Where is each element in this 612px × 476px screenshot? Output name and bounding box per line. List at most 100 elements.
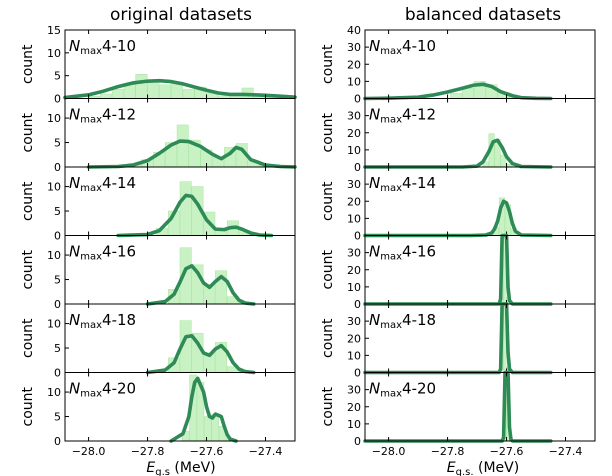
left-ytick-label: 0 [54,367,61,380]
right-row-label: Nmax4-16 [369,243,436,263]
right-ytick-label: 0 [354,367,361,380]
left-row-label: Nmax4-20 [69,380,136,400]
left-density-curve [86,139,297,169]
left-ytick-label: 5 [54,411,61,424]
right-ytick-label: 0 [354,93,361,106]
left-ytick-label: 5 [54,274,61,287]
left-ytick-label: 0 [54,298,61,311]
left-ylabel: count [20,181,36,221]
right-hist-bar [450,93,463,99]
left-ytick-label: 5 [54,137,61,150]
right-ytick-label: 30 [347,178,361,191]
left-ytick-label: 15 [47,24,61,37]
left-hist-bar [179,181,192,236]
right-ytick-label: 0 [354,161,361,174]
right-density-curve [363,138,553,169]
right-ytick-label: 40 [347,24,361,37]
left-row-label: Nmax4-10 [69,37,136,57]
left-xlabel: Eg.s (MeV) [146,460,215,476]
left-ytick-label: 10 [47,386,61,399]
left-hist-bar [182,89,195,99]
right-ylabel: count [320,44,336,84]
left-row-4-12: 0 5 10 count Nmax4-12 [20,98,297,174]
right-row-label: Nmax4-18 [369,311,436,331]
left-density-curve [63,78,297,100]
right-row-4-14: 0 10 20 30 count Nmax4-14 [320,166,596,243]
left-xtick-label: −27.6 [190,445,224,458]
left-ytick-label: 5 [54,342,61,355]
left-ytick-label: 10 [47,181,61,194]
right-xtick-label: −28.0 [372,445,406,458]
right-row-4-18: 0 10 20 30 count Nmax4-18 [320,302,596,380]
right-density-curve [363,233,553,306]
left-ytick-label: 10 [47,112,61,125]
right-axes-frame [364,98,596,168]
left-ylabel: count [20,386,36,426]
left-hist-bar [100,93,113,99]
left-hist-bar [159,84,172,99]
left-ytick-label: 0 [54,230,61,243]
right-density-curve [363,370,553,443]
left-hist-bar [111,89,124,99]
right-row-4-20: 0 10 20 30 count Nmax4-20 −28.0 −27.8 −27.6 −27.4 [320,370,596,458]
left-hist-bar [176,124,189,168]
right-ytick-label: 30 [347,41,361,54]
right-ylabel: count [320,112,336,152]
left-xtick-label: −28.0 [72,445,106,458]
left-axes-frame [64,372,296,442]
right-ytick-label: 10 [347,75,361,88]
left-ytick-label: 10 [47,249,61,262]
right-ylabel: count [320,318,336,358]
right-row-label: Nmax4-14 [369,174,436,194]
right-density-curve [363,82,553,101]
right-row-label: Nmax4-10 [369,37,436,57]
right-ylabel: count [320,249,336,289]
left-row-4-20: 0 5 10 count Nmax4-20 −28.0 −27.8 −27.6 −27.4 [20,372,296,458]
right-xlabel: Eg.s. (MeV) [447,460,519,476]
right-axes-frame [364,372,596,442]
right-ytick-label: 30 [347,247,361,260]
left-density-curve [145,334,256,375]
left-ytick-label: 0 [54,435,61,448]
left-row-4-16: 0 5 10 count Nmax4-16 [20,235,296,311]
right-ylabel: count [320,386,336,426]
left-density-curve [145,264,256,306]
left-ytick-label: 10 [47,318,61,331]
right-ytick-label: 20 [347,264,361,277]
left-ytick-label: 0 [54,93,61,106]
right-density-curve [363,199,553,238]
right-ytick-label: 20 [347,195,361,208]
left-density-curve [169,376,238,443]
right-ytick-label: 10 [347,418,361,431]
left-density-curve [116,193,274,238]
left-row-4-14: 0 5 10 count Nmax4-14 [20,166,296,243]
left-ytick-label: 5 [54,70,61,83]
left-ylabel: count [20,249,36,289]
right-ytick-label: 30 [347,384,361,397]
left-ylabel: count [20,112,36,152]
left-row-4-18: 0 5 10 count Nmax4-18 [20,303,296,380]
right-ylabel: count [320,181,336,221]
right-axes-frame [364,303,596,373]
right-ytick-label: 20 [347,401,361,414]
right-ytick-label: 20 [347,332,361,345]
left-xtick-label: −27.4 [249,445,283,458]
right-ytick-label: 0 [354,435,361,448]
right-ytick-label: 0 [354,298,361,311]
right-row-4-10: 0 10 20 30 40 count Nmax4-10 [320,24,596,106]
right-panel-title: balanced datasets [405,5,561,25]
right-row-4-16: 0 10 20 30 count Nmax4-16 [320,233,596,311]
left-row-4-10: 0 5 10 15 count Nmax4-10 [20,24,297,106]
plots: 0 5 10 15 count Nmax4-10 0 5 10 count Nmax4-12 0 5 10… [20,24,596,458]
right-hist-bar [462,87,474,99]
left-hist-bar [123,84,136,99]
left-row-label: Nmax4-14 [69,174,136,194]
right-xtick-label: −27.4 [549,445,583,458]
right-density-curve [363,302,553,375]
right-axes-frame [364,166,596,236]
right-xtick-label: −27.6 [490,445,524,458]
left-ytick-label: 5 [54,205,61,218]
right-ytick-label: 10 [347,144,361,157]
left-xtick-label: −27.8 [131,445,165,458]
